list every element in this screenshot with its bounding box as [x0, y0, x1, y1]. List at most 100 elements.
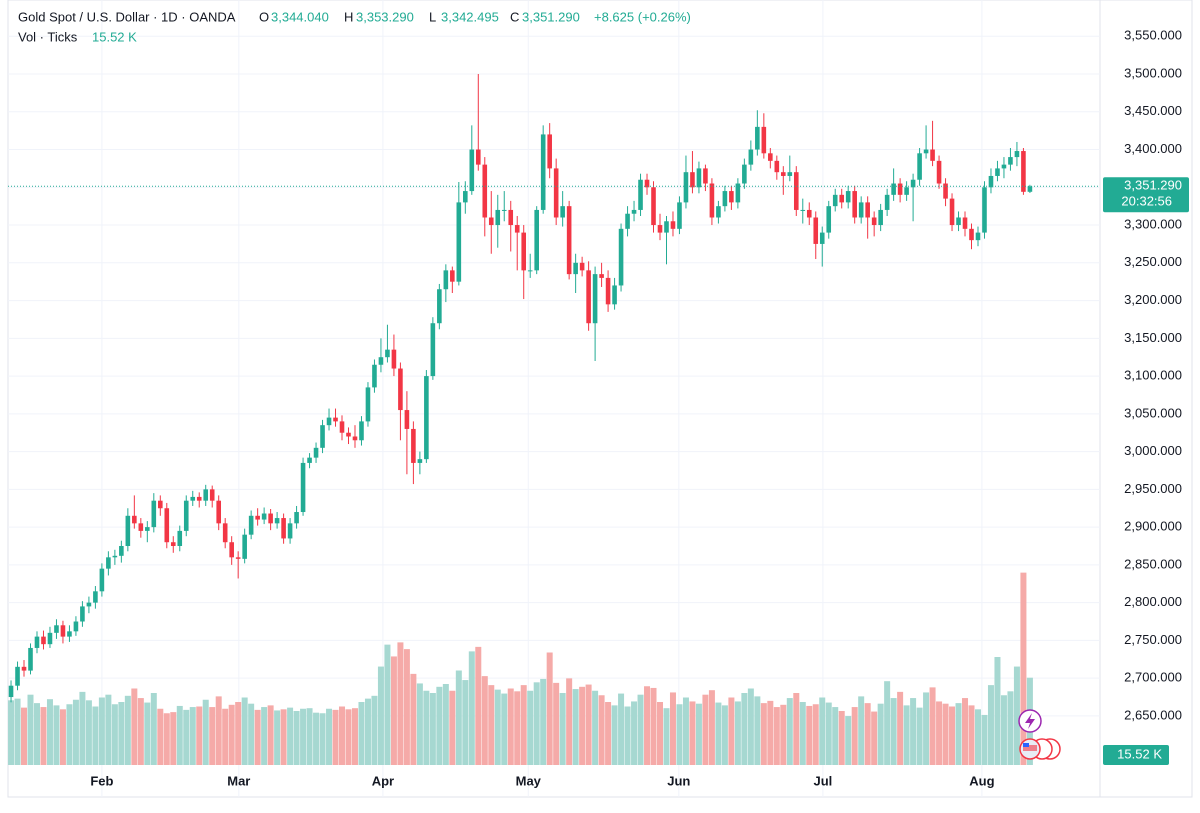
volume-bar	[520, 685, 527, 765]
event-icons	[1018, 709, 1061, 760]
volume-bar	[442, 684, 449, 765]
volume-bar	[981, 714, 988, 765]
volume-bar	[488, 685, 495, 765]
volume-bar	[481, 676, 488, 765]
candle-body	[488, 217, 494, 226]
candle-body	[255, 515, 260, 520]
candle-body	[858, 202, 864, 218]
candle-body	[138, 523, 144, 531]
candle-body	[86, 602, 92, 607]
candle-body	[216, 500, 222, 524]
candle-body	[560, 206, 565, 218]
y-tick-label: 2,700.000	[1124, 670, 1182, 685]
candle-body	[183, 500, 189, 531]
y-tick-label: 2,800.000	[1124, 594, 1182, 609]
candle-body	[748, 149, 754, 165]
candle-body	[261, 513, 267, 520]
candle-body	[826, 206, 832, 233]
volume-bar	[163, 713, 170, 765]
volume-bar	[436, 686, 443, 765]
y-tick-label: 2,850.000	[1124, 556, 1182, 571]
volume-bar	[994, 657, 1001, 765]
volume-bar	[819, 697, 826, 765]
volume-bar	[644, 686, 651, 765]
volume-bar	[540, 678, 547, 765]
candle-body	[690, 172, 695, 188]
candle-body	[988, 175, 994, 188]
candle-body	[975, 232, 981, 241]
candle-body	[891, 183, 896, 195]
candle-body	[1001, 164, 1007, 169]
volume-bar	[533, 682, 540, 765]
candle-body	[806, 209, 812, 218]
candle-body	[774, 160, 780, 173]
ohlc-value: 3,344.040	[271, 9, 329, 24]
volume-bar	[332, 709, 339, 765]
y-tick-label: 3,000.000	[1124, 443, 1182, 458]
candle-body	[865, 202, 870, 218]
candle-body	[242, 534, 247, 559]
x-tick-label: May	[516, 773, 542, 788]
candle-body	[943, 183, 948, 199]
volume-bar	[579, 686, 586, 765]
candle-body	[365, 387, 371, 422]
volume-bar	[59, 709, 66, 765]
candle-body	[437, 289, 442, 324]
y-tick-label: 3,200.000	[1124, 292, 1182, 307]
volume-bar	[287, 707, 294, 765]
volume-bar	[72, 699, 79, 765]
volume-bar	[923, 692, 930, 765]
candle-body	[819, 232, 825, 244]
volume-bar	[832, 707, 839, 765]
candle-body	[573, 262, 578, 275]
candle-body	[703, 168, 708, 184]
candle-body	[67, 631, 72, 637]
candle-body	[956, 217, 961, 226]
candle-body	[813, 217, 819, 244]
candle-body	[657, 225, 663, 233]
candle-body	[456, 202, 462, 282]
candle-body	[897, 183, 903, 195]
candle-body	[625, 213, 630, 229]
candle-body	[527, 270, 533, 272]
candle-body	[781, 172, 786, 176]
lightning-glyph	[1025, 713, 1035, 729]
axes: 2,650.000 2,700.000 2,750.000 2,800.000 2,85…	[8, 28, 1189, 788]
y-tick-label: 3,400.000	[1124, 141, 1182, 156]
candle-body	[982, 187, 987, 233]
volume-bar	[702, 694, 709, 765]
volume-bar	[708, 690, 715, 765]
volume-bar	[767, 700, 774, 765]
volume-bar	[669, 692, 676, 765]
flag-canton	[1023, 743, 1029, 747]
volume-bar	[773, 707, 780, 765]
y-tick-label: 3,550.000	[1124, 28, 1182, 43]
volume-bar	[222, 708, 229, 765]
candle-body	[326, 417, 332, 426]
candle-body	[145, 527, 150, 531]
candle-body	[683, 172, 689, 203]
volume-bar	[916, 707, 923, 765]
candle-body	[398, 368, 403, 411]
candle-body	[475, 149, 481, 165]
x-tick-label: Jun	[667, 773, 690, 788]
candle-body	[930, 149, 935, 161]
y-tick-label: 2,950.000	[1124, 481, 1182, 496]
volume-bar	[637, 694, 644, 765]
volume-bar	[455, 670, 462, 765]
volume-bar	[910, 698, 917, 765]
volume-bar	[248, 703, 255, 765]
candle-body	[618, 228, 624, 286]
volume-bar	[592, 690, 599, 765]
volume-value-box	[1103, 745, 1169, 765]
volume-bar	[79, 691, 86, 765]
volume-bar	[949, 706, 956, 765]
candle-body	[709, 183, 715, 218]
volume-bar	[27, 694, 34, 765]
candle-body	[722, 191, 728, 207]
candle-body	[1008, 157, 1013, 165]
candle-body	[793, 172, 799, 210]
candle-body	[151, 500, 157, 528]
candle-body	[729, 191, 734, 203]
volume-bar	[98, 697, 105, 765]
